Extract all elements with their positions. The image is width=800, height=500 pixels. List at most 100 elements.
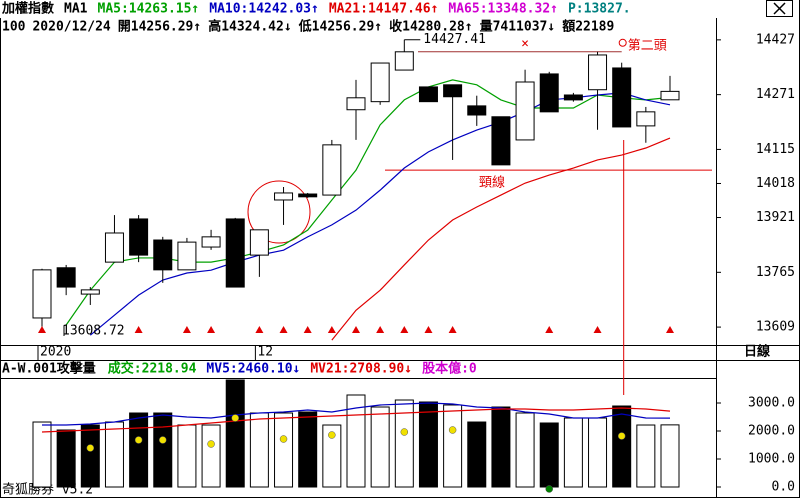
volume-bar (588, 417, 608, 488)
header-item: MA21:14147.46↑ (329, 2, 439, 17)
x-tick-label: 12 (257, 345, 273, 360)
volume-bar (539, 422, 559, 488)
header: 加權指數 MA1 MA5:14263.15↑ MA10:14242.03↑ MA21:1… (1, 1, 631, 35)
header-item: MV5:2460.10↓ (206, 362, 300, 377)
second-head-marker (618, 38, 627, 47)
signal-marker (255, 326, 264, 333)
volume-dot (328, 431, 336, 439)
period-label: 日線 (744, 344, 771, 360)
volume-header: A-W.001攻擊量 成交:2218.94 MV5:2460.10↓ MV21:270… (2, 361, 477, 377)
signal-marker (376, 326, 385, 333)
volume-dot (545, 485, 553, 493)
neckline-label: 頸線 (479, 175, 505, 191)
volume-bar (418, 401, 438, 488)
candle-body (56, 267, 76, 288)
candle-body (467, 105, 487, 116)
volume-bar (370, 406, 390, 488)
volume-bar (563, 417, 583, 488)
volume-bar (32, 421, 52, 488)
header-item: 額22189 (561, 19, 614, 35)
signal-marker (38, 326, 46, 333)
y-tick-label: 2000.0 (748, 424, 795, 439)
volume-bar (467, 421, 487, 488)
mv-line (41, 407, 671, 433)
y-tick-label: 13765 (756, 265, 795, 280)
signal-marker (400, 326, 409, 333)
highlight-circle (247, 180, 311, 244)
signal-marker (424, 326, 433, 333)
header-item: 高14324.42↓ (208, 19, 291, 35)
y-tick-label: 1000.0 (748, 452, 795, 467)
volume-bar (660, 424, 680, 488)
volume-dot (231, 414, 239, 422)
signal-marker (666, 326, 674, 333)
signal-marker (303, 326, 312, 333)
candle-body (104, 232, 124, 263)
signal-marker (593, 326, 602, 333)
ma-line (331, 137, 671, 341)
signal-marker (545, 326, 554, 333)
volume-bar (394, 399, 414, 488)
y-tick-label: 0.0 (772, 480, 795, 495)
volume-bar (56, 429, 76, 488)
volume-bar (346, 394, 366, 488)
candle-body (394, 51, 414, 71)
volume-bar (129, 412, 149, 488)
candle-body (660, 90, 680, 101)
low-label: 13608.72 (62, 324, 125, 339)
volume-dot (207, 440, 215, 448)
volume-bar (153, 412, 173, 488)
candle-body (370, 62, 390, 103)
volume-dot (86, 444, 95, 452)
y-tick-label: 14115 (756, 142, 795, 157)
volume-dot (134, 436, 143, 444)
mv-line (42, 402, 671, 426)
candle-body (563, 94, 583, 101)
candle-body (588, 54, 608, 91)
signal-marker (182, 326, 191, 333)
header-item: 開14256.29↑ (118, 20, 201, 35)
header-item: 2020/12/24 (32, 20, 110, 35)
second-head-label: 第二頭 (628, 38, 667, 53)
signal-marker (134, 326, 143, 333)
volume-bar (491, 406, 511, 488)
y-tick-label: 14018 (756, 176, 795, 191)
header-item: 收14280.28↑ (389, 19, 472, 35)
header-item: 股本億:0 (422, 361, 477, 377)
header-item: 低14256.29↑ (298, 19, 382, 35)
volume-bar (80, 424, 100, 488)
candle-body (515, 81, 535, 141)
candle-body (249, 229, 269, 256)
header-item: MA10:14242.03↑ (209, 2, 319, 17)
volume-bar (322, 424, 342, 488)
volume-dot (279, 435, 288, 443)
candle-body (201, 236, 221, 248)
header-item: MV21:2708.90↓ (310, 362, 412, 377)
signal-marker (279, 326, 288, 333)
candle-body (443, 84, 463, 98)
header-item: MA65:13348.32↑ (448, 2, 558, 17)
volume-dot (159, 436, 167, 444)
candle-body (491, 116, 511, 166)
candle-body (129, 218, 149, 256)
high-label: 14427.41 (423, 32, 486, 47)
close-icon (773, 2, 786, 15)
volume-bar (515, 412, 535, 488)
header-item: 量7411037↓ (480, 20, 556, 35)
volume-bar (298, 411, 318, 488)
header-item: 加權指數 (1, 1, 54, 17)
candle-body (225, 218, 245, 288)
candle-body (346, 97, 366, 111)
volume-dot (448, 426, 457, 434)
volume-bar (249, 412, 269, 488)
header-item: MA1 (64, 2, 88, 17)
header-item: A-W.001攻擊量 (2, 361, 96, 377)
candle-body (80, 289, 100, 295)
header-item: 100 (2, 20, 26, 35)
volume-bar (201, 424, 221, 488)
signal-marker (448, 326, 457, 333)
candle-body (32, 269, 52, 319)
x-tick-label: 2020 (40, 345, 71, 360)
volume-bar (274, 412, 294, 488)
